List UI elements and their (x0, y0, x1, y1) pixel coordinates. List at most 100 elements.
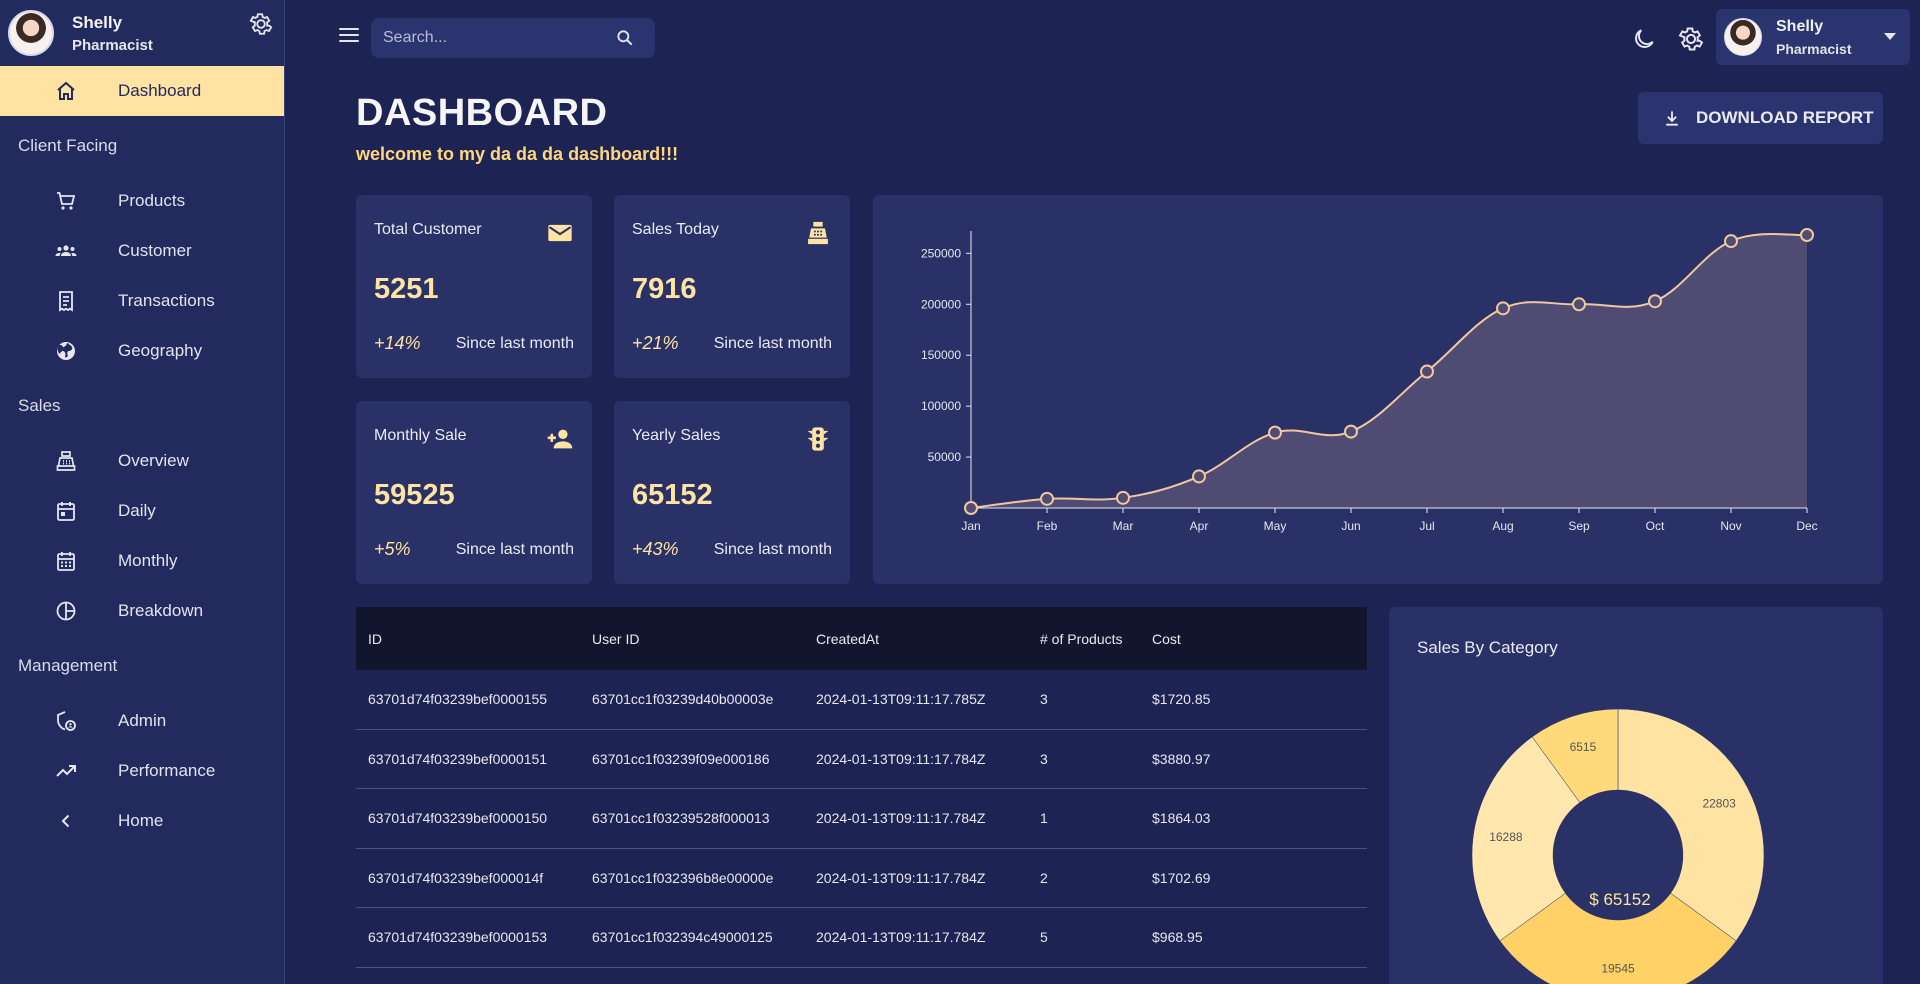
person-add-icon (547, 429, 573, 449)
stat-card-monthly-sale: Monthly Sale 59525 +5% Since last month (356, 401, 592, 584)
cell-id: 63701d74f03239bef0000151 (368, 750, 548, 767)
data-point[interactable] (1800, 228, 1814, 242)
y-tick-label: 250000 (921, 246, 961, 260)
data-point[interactable] (1040, 491, 1054, 506)
cell-products: 5 (1040, 929, 1048, 946)
sidebar-item-label: Overview (118, 451, 189, 470)
table-row[interactable]: 63701d74f03239bef0000150 63701cc1f032395… (356, 789, 1367, 849)
calendar-today-icon (57, 502, 75, 521)
chevron-left-icon (61, 814, 70, 828)
user-menu-button[interactable]: Shelly Pharmacist (1716, 9, 1910, 65)
x-tick-label: Oct (1646, 519, 1665, 533)
sidebar-item-products[interactable]: Products (0, 176, 284, 226)
cell-cost: $1702.69 (1152, 869, 1211, 886)
table-row[interactable]: 63701d74f03239bef0000153 63701cc1f032394… (356, 908, 1367, 968)
page-title: DASHBOARD (356, 92, 608, 134)
avatar (1724, 18, 1762, 56)
data-point[interactable] (1648, 294, 1662, 309)
data-point[interactable] (1496, 301, 1510, 316)
table-row[interactable]: 63701d74f03239bef000014f 63701cc1f032396… (356, 849, 1367, 908)
sidebar-item-customer[interactable]: Customer (0, 226, 284, 276)
sidebar-item-dashboard[interactable]: Dashboard (0, 66, 284, 116)
download-report-button[interactable]: DOWNLOAD REPORT (1638, 92, 1883, 144)
sidebar-item-geography[interactable]: Geography (0, 326, 284, 376)
cell-created-at: 2024-01-13T09:11:17.784Z (816, 750, 986, 767)
column-header-cost[interactable]: Cost (1152, 630, 1181, 647)
search-input[interactable] (383, 29, 603, 47)
cell-cost: $968.95 (1152, 929, 1203, 946)
sidebar-item-overview[interactable]: Overview (0, 436, 284, 486)
calendar-month-icon (57, 552, 75, 571)
data-point[interactable] (1420, 364, 1434, 379)
x-tick-label: Aug (1492, 519, 1513, 533)
donut-slice[interactable] (1531, 708, 1619, 803)
data-point[interactable] (1344, 424, 1358, 439)
table-row[interactable]: 63701d74f03239bef0000155 63701cc1f03239d… (356, 670, 1367, 730)
avatar (8, 10, 54, 56)
sidebar-item-daily[interactable]: Daily (0, 486, 284, 536)
data-point[interactable] (964, 501, 978, 515)
sidebar-item-admin[interactable]: Admin (0, 696, 284, 746)
cell-id: 63701d74f03239bef0000150 (368, 810, 548, 827)
menu-toggle-button[interactable] (339, 28, 359, 44)
dark-mode-icon[interactable] (1631, 26, 1657, 52)
cell-user-id: 63701cc1f03239f09e000186 (592, 750, 770, 767)
sidebar-profile: Shelly Pharmacist (0, 0, 284, 66)
table-header: ID User ID CreatedAt # of Products Cost (356, 607, 1367, 670)
column-header-products[interactable]: # of Products (1040, 630, 1123, 647)
sidebar-item-monthly[interactable]: Monthly (0, 536, 284, 586)
gear-icon[interactable] (248, 11, 274, 37)
stat-title: Sales Today (632, 221, 719, 238)
transactions-table: ID User ID CreatedAt # of Products Cost … (356, 607, 1367, 968)
x-tick-label: Sep (1568, 519, 1590, 533)
sidebar-user-name: Shelly (72, 12, 123, 32)
sidebar-item-transactions[interactable]: Transactions (0, 276, 284, 326)
download-report-label: DOWNLOAD REPORT (1696, 108, 1874, 127)
data-point[interactable] (1116, 490, 1130, 505)
cell-cost: $1720.85 (1152, 691, 1211, 708)
cell-cost: $3880.97 (1152, 750, 1211, 767)
stat-since: Since last month (455, 335, 574, 352)
sidebar-user-role: Pharmacist (72, 36, 153, 54)
slice-label: 22803 (1702, 796, 1736, 810)
slice-label: 16288 (1489, 830, 1523, 844)
sales-by-category-donut: 22803 19545 16288 6515 $ 65152 (1471, 708, 1765, 984)
sidebar-item-breakdown[interactable]: Breakdown (0, 586, 284, 636)
admin-icon (57, 711, 76, 731)
y-tick-label: 200000 (921, 297, 961, 311)
sidebar-item-home[interactable]: Home (0, 796, 284, 846)
table-row[interactable]: 63701d74f03239bef0000151 63701cc1f03239f… (356, 730, 1367, 789)
sidebar-item-label: Customer (118, 241, 192, 260)
data-point[interactable] (1192, 469, 1206, 484)
donut-slice[interactable] (1617, 708, 1765, 942)
x-tick-label: Nov (1720, 519, 1741, 533)
receipt-icon (59, 291, 73, 312)
cell-id: 63701d74f03239bef0000155 (368, 691, 548, 708)
user-name: Shelly (1776, 17, 1824, 35)
donut-slice[interactable] (1499, 892, 1737, 984)
stat-since: Since last month (455, 541, 574, 558)
point-of-sale-icon (808, 221, 828, 245)
cell-user-id: 63701cc1f032394c49000125 (592, 929, 773, 946)
stat-since: Since last month (713, 541, 832, 558)
x-tick-label: Jul (1419, 519, 1434, 533)
stat-percent: +21% (632, 333, 679, 353)
stat-since: Since last month (713, 335, 832, 352)
pie-chart-icon (56, 601, 76, 621)
column-header-id[interactable]: ID (368, 630, 382, 647)
column-header-created-at[interactable]: CreatedAt (816, 630, 880, 647)
x-tick-label: Dec (1796, 519, 1817, 533)
data-point[interactable] (1724, 234, 1738, 249)
slice-label: 19545 (1601, 962, 1635, 976)
cell-created-at: 2024-01-13T09:11:17.784Z (816, 810, 986, 827)
data-point[interactable] (1572, 297, 1586, 312)
sidebar-item-performance[interactable]: Performance (0, 746, 284, 796)
data-point[interactable] (1268, 425, 1282, 440)
column-header-user-id[interactable]: User ID (592, 630, 640, 647)
sales-by-category-panel: Sales By Category 22803 19545 16288 6515 $ 6… (1389, 607, 1883, 984)
search-bar (371, 18, 655, 58)
search-icon[interactable] (615, 28, 635, 48)
donut-slice[interactable] (1471, 736, 1581, 942)
gear-icon[interactable] (1677, 25, 1705, 53)
sales-line-chart-panel: 50000 100000 150000 200000 250000 Jan Feb Mar Ap… (873, 195, 1883, 584)
